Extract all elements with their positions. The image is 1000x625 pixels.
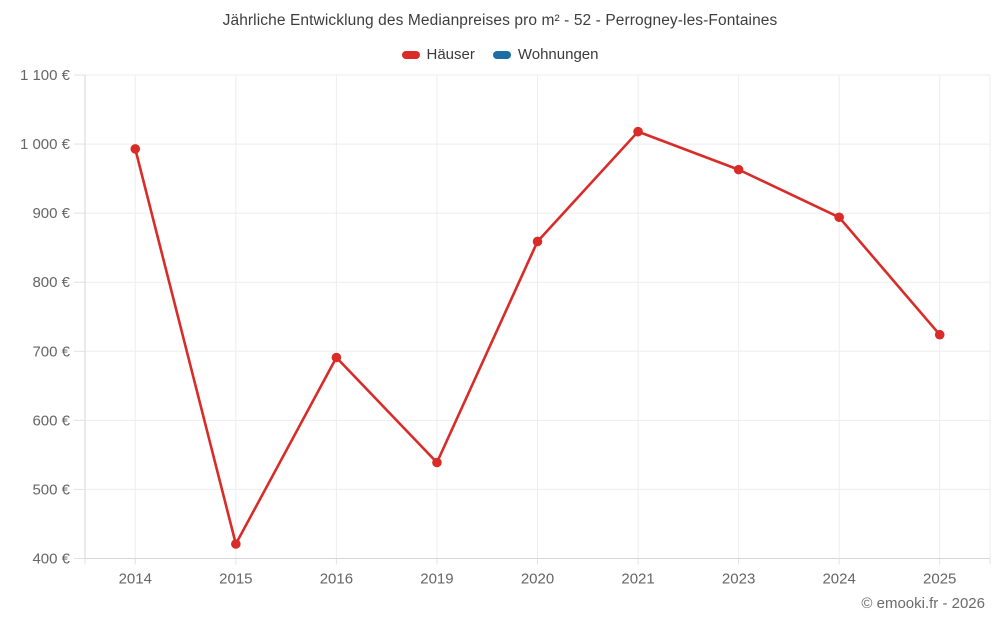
y-tick-label: 400 € <box>32 551 70 568</box>
x-tick-label: 2019 <box>420 571 453 588</box>
chart-title: Jährliche Entwicklung des Medianpreises … <box>222 12 778 29</box>
legend-label-wohnungen: Wohnungen <box>517 46 599 63</box>
legend-item-haeuser[interactable]: Häuser <box>401 46 475 63</box>
legend-label-haeuser: Häuser <box>426 46 475 63</box>
data-point-häuser-2021[interactable] <box>633 126 643 137</box>
wohnungen-series-swatch-icon <box>492 50 511 59</box>
data-point-häuser-2024[interactable] <box>834 212 844 223</box>
x-tick-label: 2023 <box>722 571 755 588</box>
copyright-note: © emooki.fr - 2026 <box>861 595 985 612</box>
x-tick-label: 2014 <box>119 571 152 588</box>
data-point-häuser-2016[interactable] <box>331 352 342 363</box>
y-tick-label: 800 € <box>32 274 70 291</box>
x-tick-label: 2015 <box>219 571 252 588</box>
y-tick-label: 1 000 € <box>20 136 71 153</box>
data-point-häuser-2025[interactable] <box>934 329 945 340</box>
data-point-häuser-2020[interactable] <box>532 236 543 247</box>
x-tick-label: 2024 <box>822 571 855 588</box>
legend: Häuser Wohnungen <box>0 46 1000 63</box>
y-tick-label: 600 € <box>32 412 70 429</box>
y-tick-label: 500 € <box>32 481 70 498</box>
y-tick-label: 700 € <box>32 343 70 360</box>
data-point-häuser-2014[interactable] <box>130 144 141 154</box>
x-tick-label: 2025 <box>923 571 956 588</box>
data-point-häuser-2019[interactable] <box>432 457 442 468</box>
legend-item-wohnungen[interactable]: Wohnungen <box>492 46 599 63</box>
haeuser-series-swatch-icon <box>401 50 420 59</box>
y-tick-label: 1 100 € <box>20 67 71 84</box>
x-tick-label: 2020 <box>521 571 554 588</box>
data-point-häuser-2023[interactable] <box>733 164 744 175</box>
y-tick-label: 900 € <box>32 205 70 222</box>
x-tick-label: 2016 <box>320 571 353 588</box>
data-point-häuser-2015[interactable] <box>231 539 241 549</box>
x-tick-label: 2021 <box>621 571 654 588</box>
